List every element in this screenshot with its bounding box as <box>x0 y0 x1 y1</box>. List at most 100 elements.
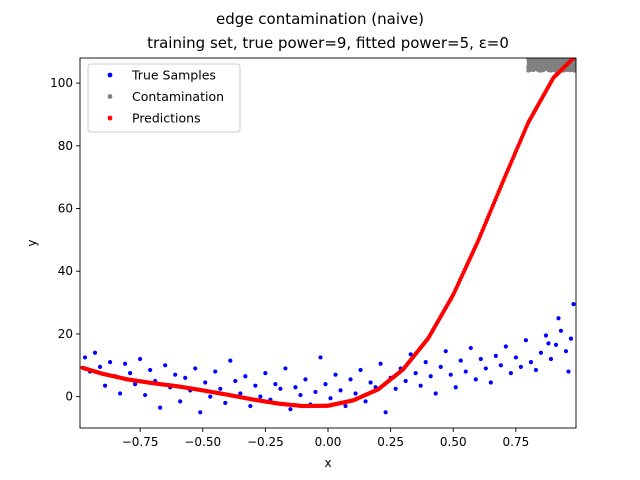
y-tick-label: 100 <box>50 76 73 90</box>
true-sample-point <box>163 363 168 368</box>
true-sample-point <box>138 356 143 362</box>
true-sample-point <box>102 383 108 388</box>
true-sample-point <box>333 372 338 377</box>
x-tick-label: 0.75 <box>503 435 530 449</box>
true-sample-point <box>508 371 513 376</box>
legend-label: True Samples <box>131 68 216 83</box>
true-sample-point <box>423 360 428 365</box>
chart-subtitle: training set, true power=9, fitted power… <box>147 34 509 52</box>
true-sample-point <box>418 383 423 388</box>
true-sample-point <box>546 341 551 346</box>
x-tick-label: −0.25 <box>247 435 284 449</box>
true-sample-point <box>278 386 283 391</box>
true-sample-point <box>133 382 138 387</box>
x-tick-label: 0.50 <box>440 435 467 449</box>
true-sample-point <box>173 372 178 377</box>
true-sample-point <box>328 396 333 401</box>
true-sample-point <box>293 385 298 390</box>
true-sample-point <box>428 374 433 379</box>
true-sample-point <box>433 391 438 396</box>
true-sample-point <box>243 374 248 379</box>
true-sample-point <box>358 367 363 373</box>
y-tick-label: 20 <box>58 327 73 341</box>
true-sample-point <box>488 380 493 385</box>
legend: True Samples Contamination Predictions <box>87 63 241 133</box>
true-sample-point <box>258 394 263 399</box>
true-sample-point <box>148 367 153 373</box>
true-sample-point <box>253 383 258 388</box>
true-sample-point <box>513 355 518 360</box>
true-sample-point <box>338 388 343 393</box>
x-tick-label: 0.00 <box>315 435 342 449</box>
true-sample-point <box>566 369 571 374</box>
true-sample-point <box>383 410 388 415</box>
true-sample-point <box>413 371 418 376</box>
true-sample-point <box>448 372 453 377</box>
prediction-point <box>571 58 576 61</box>
true-sample-point <box>318 355 323 360</box>
true-sample-point <box>443 349 448 354</box>
true-sample-point <box>122 361 128 366</box>
true-sample-point <box>368 380 373 385</box>
true-sample-point <box>193 366 198 371</box>
true-sample-point <box>213 369 218 374</box>
x-tick-label: 0.25 <box>377 435 404 449</box>
true-sample-point <box>343 403 348 409</box>
chart-marks <box>80 58 576 415</box>
true-sample-point <box>548 356 554 362</box>
x-axis: −0.75 −0.50 −0.25 0.00 0.25 0.50 0.75 <box>122 428 530 449</box>
true-sample-point <box>323 382 328 387</box>
true-sample-point <box>183 375 188 380</box>
true-sample-point <box>233 378 238 384</box>
true-sample-point <box>563 349 569 354</box>
true-sample-point <box>82 355 88 360</box>
true-sample-point <box>528 360 534 365</box>
true-sample-point <box>553 342 559 348</box>
true-sample-point <box>107 360 113 365</box>
true-sample-point <box>523 338 528 343</box>
true-sample-point <box>158 405 163 410</box>
true-sample-point <box>198 410 203 415</box>
y-tick-label: 80 <box>58 139 73 153</box>
true-sample-point <box>218 386 223 391</box>
true-sample-point <box>478 356 483 362</box>
true-sample-point <box>473 377 478 382</box>
true-sample-point <box>518 364 523 369</box>
true-sample-point <box>283 366 288 371</box>
true-sample-point <box>178 399 183 404</box>
x-tick-label: −0.75 <box>122 435 159 449</box>
legend-label: Predictions <box>132 111 201 126</box>
true-sample-point <box>453 385 458 390</box>
legend-marker <box>107 72 113 78</box>
legend-box <box>87 63 241 133</box>
true-sample-point <box>533 367 539 373</box>
true-sample-point <box>571 302 576 307</box>
true-sample-point <box>403 378 408 384</box>
true-sample-point <box>503 344 508 349</box>
true-sample-point <box>143 392 148 398</box>
true-sample-point <box>463 369 468 374</box>
true-sample-point <box>97 364 103 369</box>
legend-marker <box>107 115 113 121</box>
y-axis-label: y <box>25 239 39 246</box>
true-sample-point <box>568 336 574 341</box>
contamination-point <box>573 63 576 68</box>
true-sample-point <box>543 333 549 338</box>
true-sample-point <box>228 358 233 363</box>
y-tick-label: 60 <box>58 202 73 216</box>
true-sample-point <box>556 316 561 321</box>
true-sample-point <box>208 394 213 399</box>
true-sample-point <box>288 407 293 412</box>
true-sample-point <box>408 352 413 357</box>
true-sample-point <box>203 380 208 385</box>
true-sample-point <box>348 377 353 382</box>
legend-marker <box>107 94 113 99</box>
true-sample-point <box>538 350 544 355</box>
true-sample-point <box>238 391 243 396</box>
true-sample-point <box>483 366 488 371</box>
true-sample-point <box>438 364 443 369</box>
y-tick-label: 40 <box>58 264 73 278</box>
true-sample-point <box>223 400 228 406</box>
true-sample-point <box>468 345 473 351</box>
true-sample-point <box>378 361 383 366</box>
